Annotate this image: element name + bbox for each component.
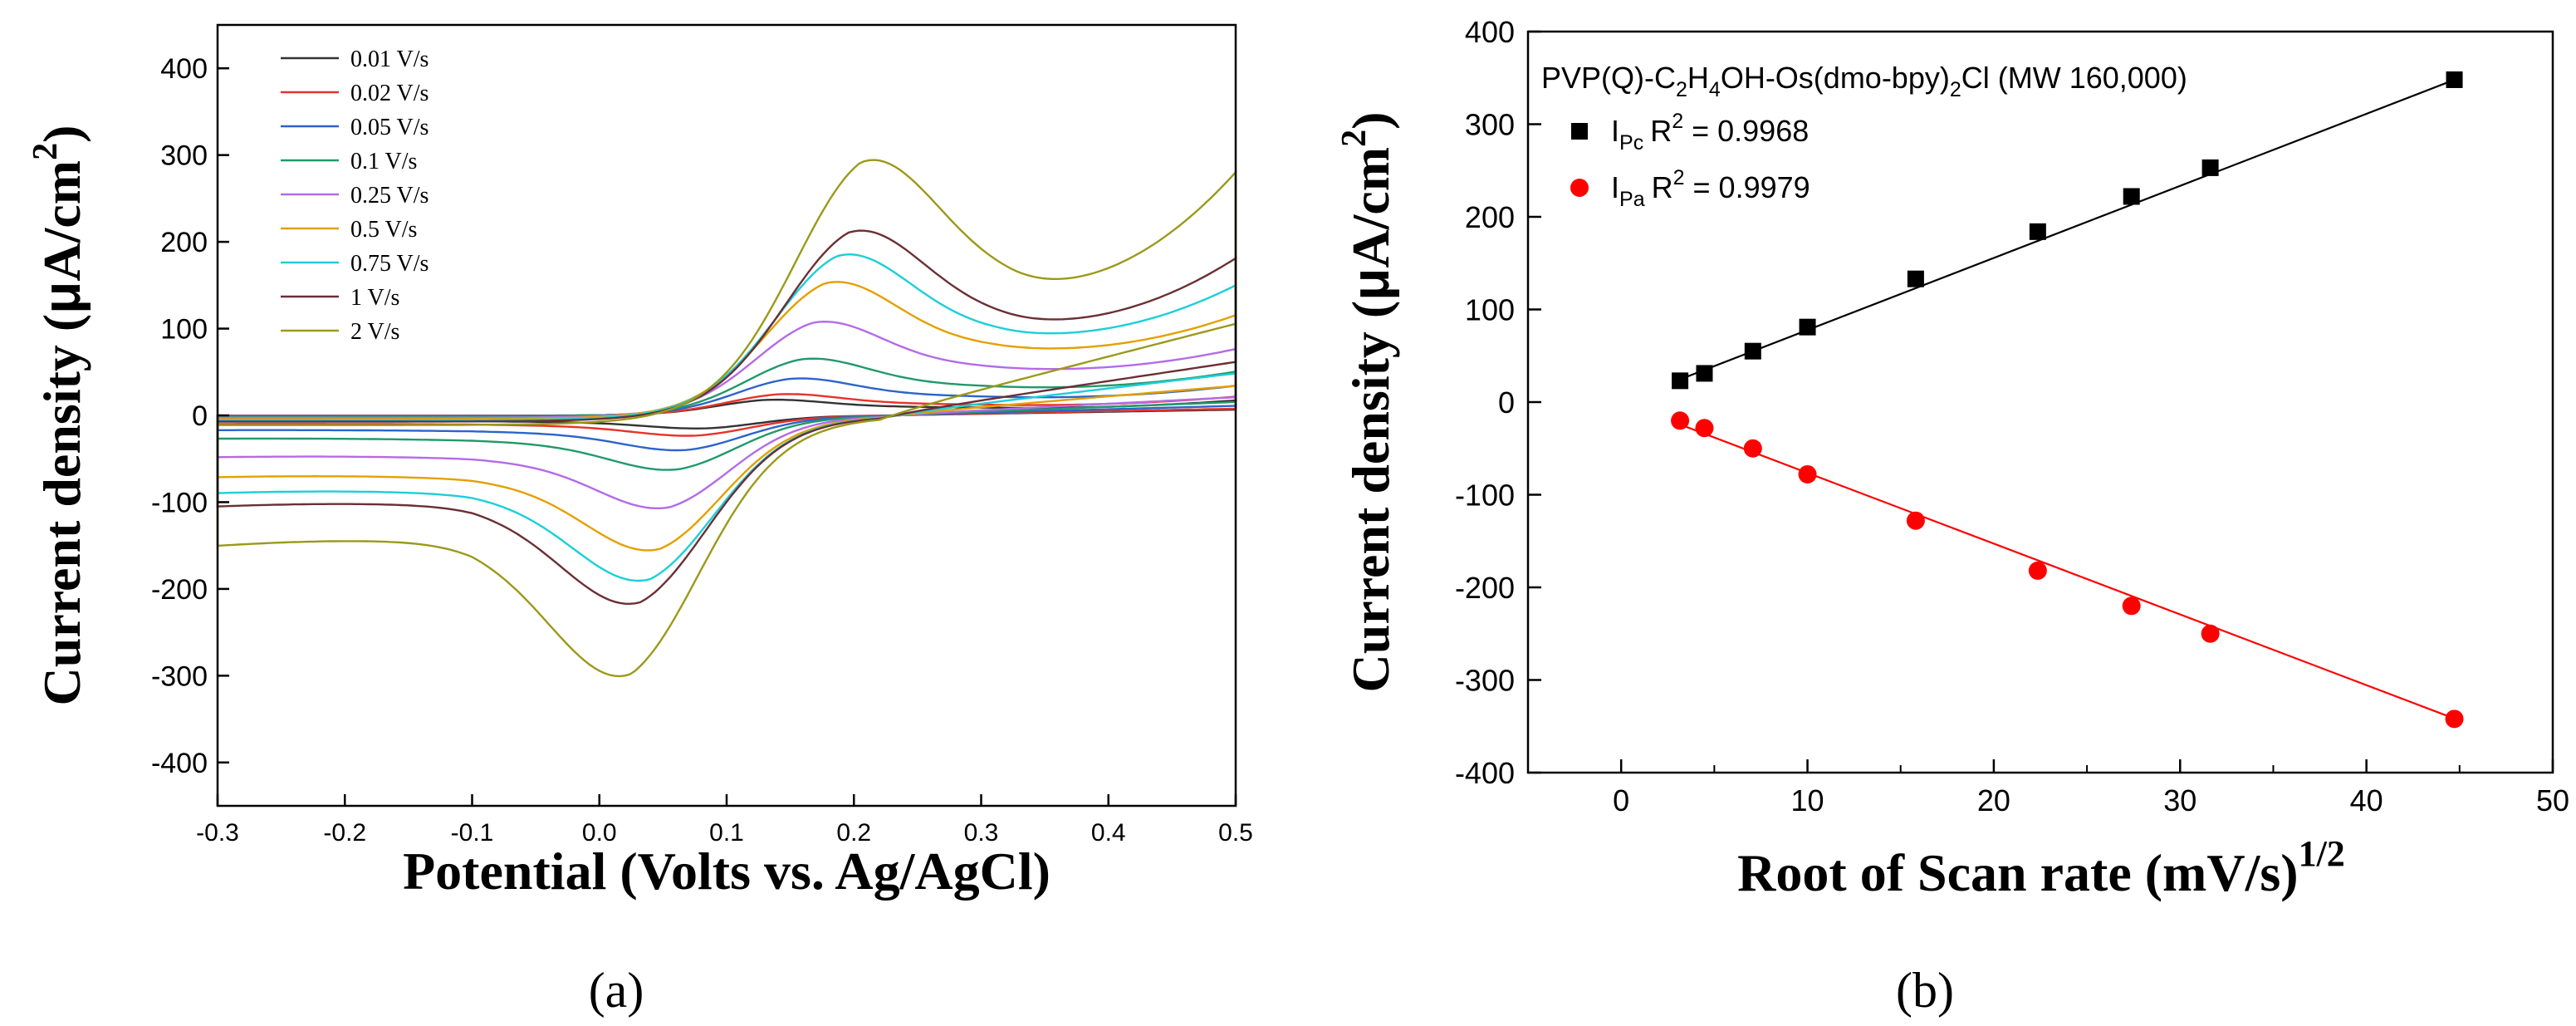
x-tick-label: 0.3 (964, 819, 999, 847)
legend-entry-ipa: IPa R2 = 0.9979 (1611, 166, 1810, 211)
y-tick-label: -300 (1455, 664, 1515, 698)
b-y-label-unit: A/cm (1341, 147, 1400, 268)
y-tick-label: -200 (1455, 571, 1515, 605)
fit-line (1679, 423, 2455, 719)
y-tick-label: 200 (160, 227, 208, 258)
panel-b-x-axis-label: Root of Scan rate (mV/s)1/2 (1737, 833, 2345, 902)
panel-b-x-ticks: 0 10 20 30 40 50 (1527, 759, 2569, 817)
legend-entry: 0.02 V/s (350, 81, 429, 106)
y-label-close: ) (32, 125, 91, 143)
x-tick-label: -0.2 (323, 819, 366, 847)
b-y-label-close: ) (1341, 112, 1400, 130)
panel-a-legend: 0.01 V/s 0.02 V/s 0.05 V/s 0.1 V/s 0.25 V/s 0… (281, 47, 429, 345)
data-point-ipc (1696, 365, 1713, 382)
data-point-ipa (2445, 709, 2464, 729)
legend-entry-ipc: IPc R2 = 0.9968 (1611, 110, 1809, 155)
x-tick-label: 0.1 (709, 819, 744, 847)
data-point-ipc (2201, 159, 2219, 176)
x-tick-label: 10 (1791, 783, 1824, 817)
legend-entry: 0.5 V/s (350, 217, 417, 243)
panel-b-legend-title: PVP(Q)-C2H4OH-Os(dmo-bpy)2Cl (MW 160,000… (1541, 61, 2187, 101)
x-tick-label: 40 (2350, 783, 2383, 817)
x-tick-label: -0.3 (196, 819, 239, 847)
panel-a-y-axis-label: Current density (μA/cm2) (27, 125, 91, 706)
panel-b-y-axis-label: Current density (μA/cm2) (1335, 112, 1400, 693)
data-point-ipa (1671, 411, 1690, 430)
y-tick-label: 400 (1465, 15, 1515, 49)
y-tick-label: -100 (151, 487, 208, 518)
y-tick-label: 300 (160, 140, 208, 172)
data-point-ipa (1695, 419, 1714, 438)
y-tick-label: 300 (1465, 108, 1515, 142)
legend-entry: 0.25 V/s (350, 183, 429, 209)
legend-entry: 0.01 V/s (350, 47, 429, 72)
panel-b-y-ticks: -400 -300 -200 -100 0 100 200 300 400 (1455, 15, 1541, 790)
legend-marker-ipa (1570, 179, 1589, 197)
y-label-sup: 2 (27, 143, 65, 160)
y-tick-label: 0 (192, 400, 208, 432)
y-tick-label: 100 (1465, 293, 1515, 327)
data-point-ipc (1907, 270, 1924, 287)
y-tick-label: 0 (1498, 385, 1515, 420)
legend-entry: 2 V/s (350, 319, 399, 345)
y-tick-label: -300 (151, 660, 208, 692)
data-point-ipa (1798, 464, 1817, 484)
panel-b-label: (b) (1896, 963, 1954, 1018)
y-tick-label: 100 (160, 314, 208, 346)
y-tick-label: 200 (1465, 200, 1515, 234)
panel-a-label: (a) (589, 963, 644, 1018)
x-tick-label: 20 (1977, 783, 2010, 817)
panel-a-y-ticks: -400 -300 -200 -100 0 100 200 300 400 (151, 53, 229, 779)
x-tick-label: 50 (2536, 783, 2569, 817)
y-tick-label: -100 (1455, 479, 1515, 513)
b-y-label-mu: μ (1340, 268, 1400, 301)
x-tick-label: 30 (2163, 783, 2196, 817)
y-label-main: Current density ( (32, 314, 91, 706)
x-tick-label: 0.0 (582, 819, 617, 847)
data-point-ipc (1744, 342, 1761, 360)
legend-entry: 0.05 V/s (350, 115, 429, 140)
legend-entry: 1 V/s (350, 285, 399, 311)
x-tick-label: 0.2 (836, 819, 871, 847)
data-point-ipa (1743, 439, 1762, 458)
legend-marker-ipc (1571, 123, 1588, 140)
data-point-ipc (2029, 223, 2046, 240)
legend-entry: 0.75 V/s (350, 251, 429, 277)
data-point-ipa (2122, 596, 2141, 616)
data-point-ipc (2446, 71, 2463, 88)
data-point-ipa (2201, 624, 2220, 643)
data-point-ipa (2028, 561, 2047, 580)
panel-a-x-axis-label: Potential (Volts vs. Ag/AgCl) (403, 842, 1050, 901)
x-tick-label: 0 (1613, 783, 1629, 817)
x-tick-label: 0.5 (1218, 819, 1253, 847)
y-label-unit: A/cm (32, 160, 91, 282)
data-points (1671, 71, 2464, 729)
data-point-ipc (1799, 318, 1816, 336)
panel-a-cyclic-voltammogram: -0.3 -0.2 -0.1 0.0 0.1 0.2 0.3 0.4 0.5 -400-300-… (27, 23, 1253, 1018)
data-point-ipa (1906, 511, 1925, 530)
panel-b-peak-current-plot: 0 10 20 30 40 50 -400 -300 -200 -100 0 100 200 300 40… (1335, 15, 2569, 1018)
y-tick-label: 400 (160, 53, 208, 85)
y-tick-label: -200 (151, 574, 208, 606)
b-y-label-sup: 2 (1335, 130, 1374, 147)
y-tick-label: -400 (151, 748, 208, 779)
y-tick-label: -400 (1455, 756, 1515, 790)
panel-a-x-ticks: -0.3 -0.2 -0.1 0.0 0.1 0.2 0.3 0.4 0.5 (196, 794, 1253, 847)
legend-entry: 0.1 V/s (350, 149, 417, 174)
data-point-ipc (1672, 372, 1689, 390)
y-label-mu: μ (32, 282, 91, 314)
data-point-ipc (2123, 188, 2140, 205)
x-tick-label: 0.4 (1091, 819, 1126, 847)
panel-b-frame (1526, 30, 2554, 774)
b-y-label-main: Current density ( (1341, 301, 1400, 693)
x-tick-label: -0.1 (451, 819, 494, 847)
